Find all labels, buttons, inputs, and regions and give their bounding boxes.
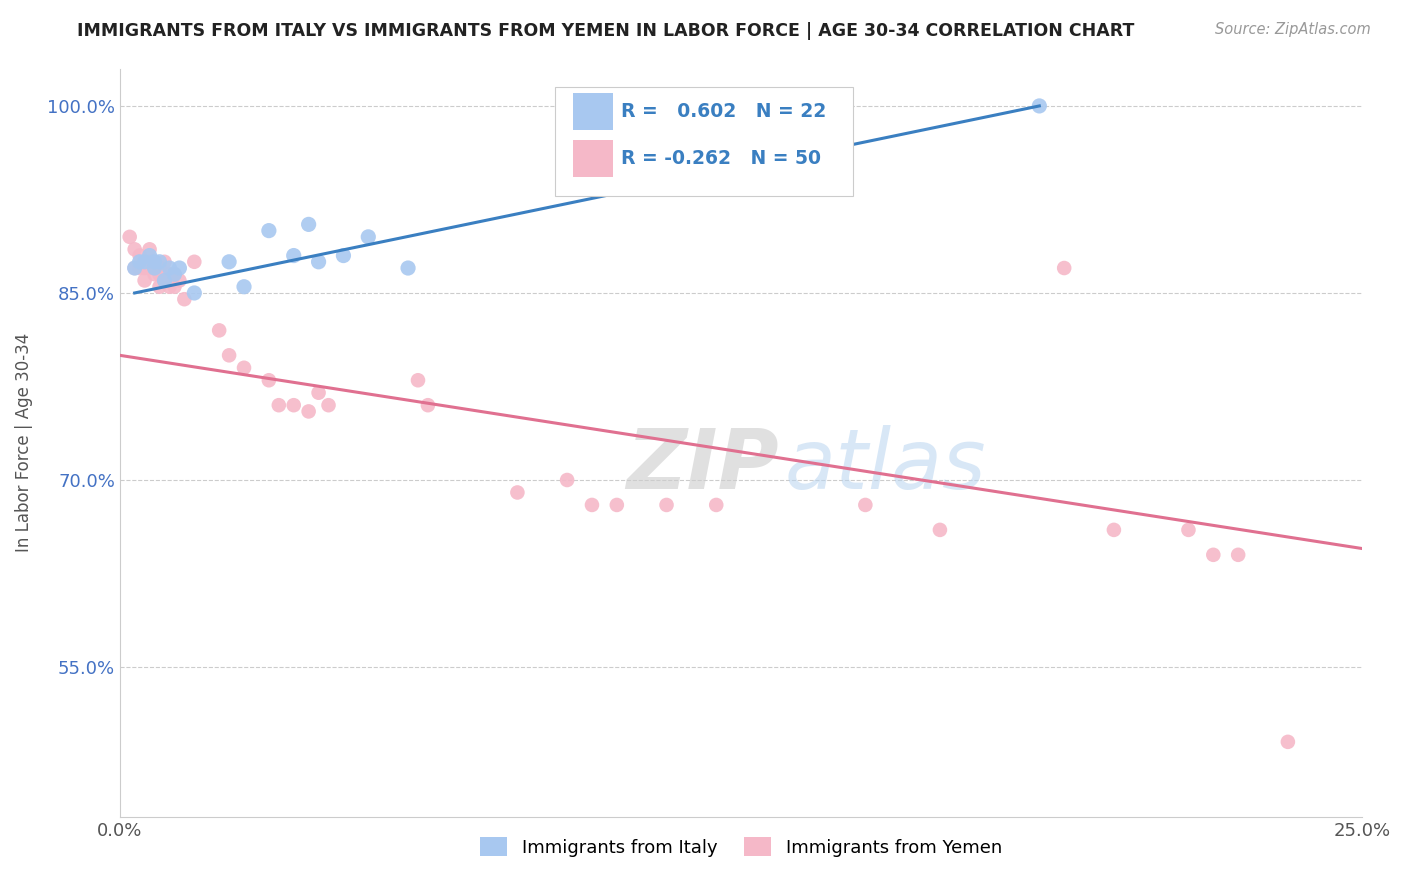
Point (143, 254, 166, 268)
Point (159, 260, 181, 275)
Point (929, 523, 952, 537)
Point (153, 273, 176, 287)
Point (1277, 735, 1299, 749)
Point (298, 218, 321, 232)
Point (148, 267, 170, 281)
Point (173, 292, 195, 306)
Point (581, 498, 603, 512)
Point (416, 398, 439, 412)
Text: ZIP: ZIP (626, 425, 779, 506)
Point (143, 254, 166, 268)
Point (257, 373, 280, 387)
Legend: Immigrants from Italy, Immigrants from Yemen: Immigrants from Italy, Immigrants from Y… (472, 830, 1010, 863)
Text: R = -0.262   N = 50: R = -0.262 N = 50 (620, 149, 821, 169)
Point (124, 260, 146, 275)
Point (169, 260, 191, 275)
Point (138, 260, 160, 275)
Point (148, 254, 170, 268)
Point (233, 279, 256, 293)
Point (183, 254, 205, 268)
Point (148, 279, 170, 293)
Point (218, 348, 240, 362)
Point (1227, 548, 1250, 562)
Point (128, 260, 150, 275)
Point (118, 230, 141, 244)
Point (233, 360, 256, 375)
Point (318, 398, 340, 412)
Point (308, 254, 330, 268)
Point (283, 249, 305, 263)
Point (143, 260, 166, 275)
Point (1177, 523, 1199, 537)
Point (357, 230, 380, 244)
Point (148, 260, 170, 275)
Point (124, 243, 146, 257)
Point (1053, 260, 1076, 275)
Point (332, 249, 354, 263)
Point (128, 254, 150, 268)
Y-axis label: In Labor Force | Age 30-34: In Labor Force | Age 30-34 (15, 333, 32, 552)
Point (138, 254, 160, 268)
Point (143, 260, 166, 275)
Point (704, 498, 727, 512)
Point (138, 249, 160, 263)
Point (163, 267, 186, 281)
Point (163, 279, 186, 293)
Point (396, 260, 419, 275)
FancyBboxPatch shape (574, 140, 613, 177)
Point (153, 254, 176, 268)
Point (506, 485, 529, 500)
Point (257, 224, 280, 238)
Point (267, 398, 290, 412)
Point (159, 279, 181, 293)
Point (159, 267, 181, 281)
Point (555, 473, 578, 487)
Text: Source: ZipAtlas.com: Source: ZipAtlas.com (1215, 22, 1371, 37)
FancyBboxPatch shape (574, 93, 613, 130)
Point (406, 373, 429, 387)
Text: IMMIGRANTS FROM ITALY VS IMMIGRANTS FROM YEMEN IN LABOR FORCE | AGE 30-34 CORREL: IMMIGRANTS FROM ITALY VS IMMIGRANTS FROM… (77, 22, 1135, 40)
Point (1202, 548, 1225, 562)
Point (134, 273, 156, 287)
Text: R =   0.602   N = 22: R = 0.602 N = 22 (620, 102, 825, 121)
Point (208, 323, 231, 337)
Point (1028, 99, 1050, 113)
Point (853, 498, 876, 512)
Point (298, 404, 321, 418)
Text: atlas: atlas (785, 425, 986, 506)
Point (138, 243, 160, 257)
Point (143, 267, 166, 281)
Point (124, 260, 146, 275)
Point (606, 498, 628, 512)
Point (153, 273, 176, 287)
Point (134, 254, 156, 268)
Point (163, 267, 186, 281)
Point (183, 285, 205, 300)
Point (134, 260, 156, 275)
FancyBboxPatch shape (555, 87, 853, 195)
Point (128, 249, 150, 263)
Point (308, 385, 330, 400)
Point (655, 498, 678, 512)
Point (283, 398, 305, 412)
Point (1102, 523, 1125, 537)
Point (218, 254, 240, 268)
Point (169, 273, 191, 287)
